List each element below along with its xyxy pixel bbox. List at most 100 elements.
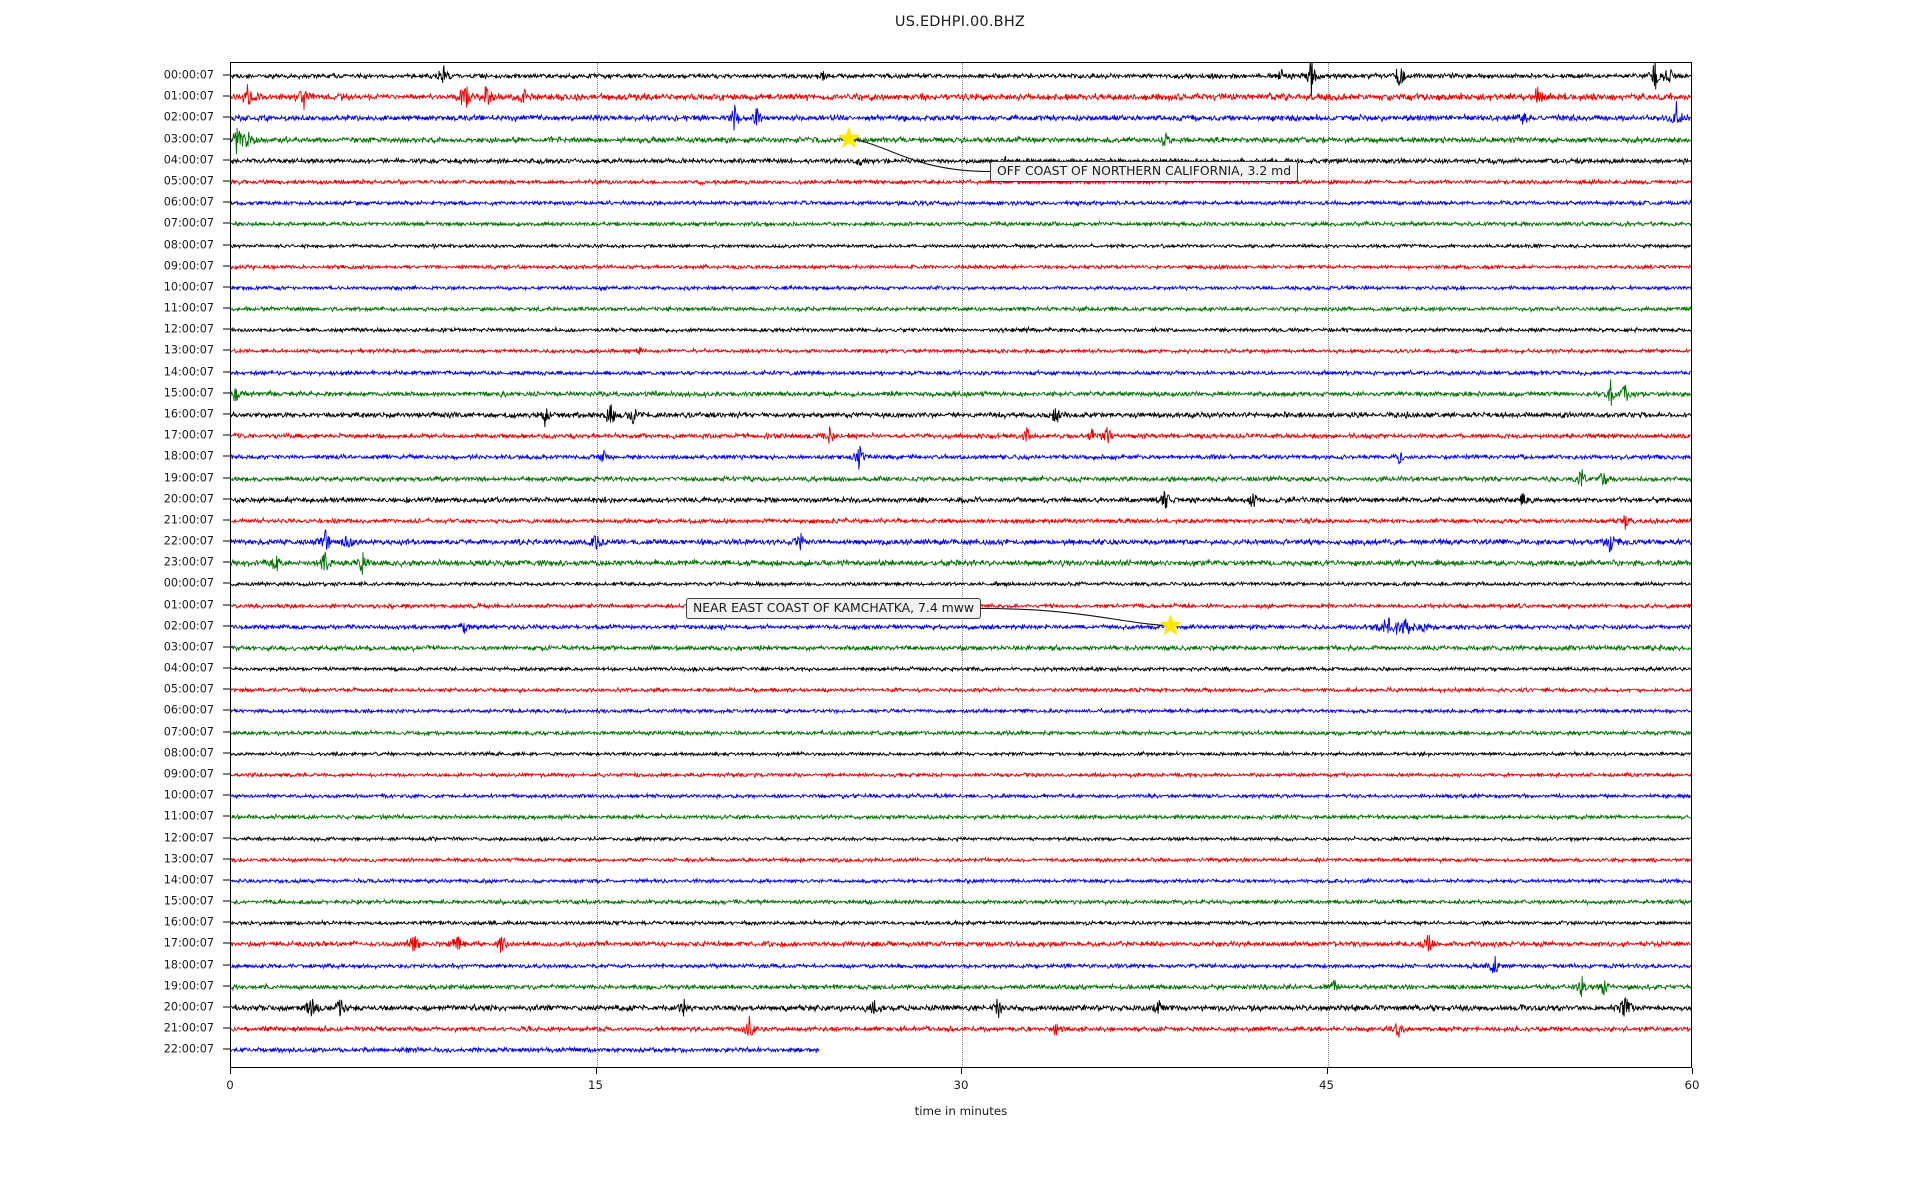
trace-row xyxy=(231,459,1691,499)
gridline-45 xyxy=(1327,63,1329,1067)
y-tick-mark xyxy=(223,540,230,542)
trace-row xyxy=(231,586,1691,626)
plot-area xyxy=(230,62,1692,1068)
y-tick-mark xyxy=(223,498,230,500)
trace-row xyxy=(231,289,1691,329)
y-tick-mark xyxy=(223,159,230,161)
trace-row xyxy=(231,416,1691,456)
y-tick-mark xyxy=(223,455,230,457)
y-tick-mark xyxy=(223,752,230,754)
y-tick-mark xyxy=(223,328,230,330)
trace-row xyxy=(231,882,1691,922)
trace-row xyxy=(231,670,1691,710)
y-tick-mark xyxy=(223,858,230,860)
y-tick-mark xyxy=(223,1027,230,1029)
trace-row xyxy=(231,840,1691,880)
x-tick-label: 0 xyxy=(226,1078,234,1092)
y-tick-label: 11:00:07 xyxy=(163,301,214,315)
trace-row xyxy=(231,120,1691,160)
y-tick-mark xyxy=(223,286,230,288)
y-tick-mark xyxy=(223,900,230,902)
trace-row xyxy=(231,776,1691,816)
trace-row xyxy=(231,141,1691,181)
trace-row xyxy=(231,1030,1691,1068)
trace-row xyxy=(231,98,1691,138)
trace-row xyxy=(231,501,1691,541)
gridline-15 xyxy=(596,63,598,1067)
y-tick-mark xyxy=(223,434,230,436)
y-tick-mark xyxy=(223,519,230,521)
y-tick-label: 19:00:07 xyxy=(163,979,214,993)
trace-row xyxy=(231,649,1691,689)
y-tick-label: 10:00:07 xyxy=(163,280,214,294)
trace-row xyxy=(231,268,1691,308)
trace-row xyxy=(231,1009,1691,1049)
y-tick-mark xyxy=(223,604,230,606)
y-tick-label: 00:00:07 xyxy=(163,576,214,590)
y-tick-label: 03:00:07 xyxy=(163,132,214,146)
y-tick-label: 08:00:07 xyxy=(163,746,214,760)
y-tick-label: 04:00:07 xyxy=(163,661,214,675)
trace-row xyxy=(231,353,1691,393)
trace-row xyxy=(231,946,1691,986)
trace-row xyxy=(231,247,1691,287)
y-tick-mark xyxy=(223,244,230,246)
y-tick-label: 20:00:07 xyxy=(163,492,214,506)
trace-row xyxy=(231,607,1691,647)
y-tick-mark xyxy=(223,180,230,182)
y-tick-label: 21:00:07 xyxy=(163,513,214,527)
x-tick-mark xyxy=(1326,1068,1328,1074)
trace-row xyxy=(231,755,1691,795)
x-axis: 0 15 30 45 60 time in minutes xyxy=(226,1068,1700,1138)
trace-row xyxy=(231,204,1691,244)
x-tick-label: 30 xyxy=(953,1078,969,1092)
trace-row xyxy=(231,543,1691,583)
y-tick-label: 18:00:07 xyxy=(163,449,214,463)
y-tick-mark xyxy=(223,709,230,711)
y-tick-label: 22:00:07 xyxy=(163,1042,214,1056)
y-tick-label: 09:00:07 xyxy=(163,259,214,273)
y-tick-label: 20:00:07 xyxy=(163,1000,214,1014)
y-tick-label: 15:00:07 xyxy=(163,386,214,400)
x-tick-label: 60 xyxy=(1684,1078,1700,1092)
y-tick-label: 16:00:07 xyxy=(163,915,214,929)
trace-row xyxy=(231,903,1691,943)
y-tick-label: 09:00:07 xyxy=(163,767,214,781)
y-tick-label: 12:00:07 xyxy=(163,831,214,845)
y-tick-label: 19:00:07 xyxy=(163,471,214,485)
gridline-30 xyxy=(962,63,963,1067)
y-tick-mark xyxy=(223,201,230,203)
y-tick-mark xyxy=(223,349,230,351)
y-tick-label: 03:00:07 xyxy=(163,640,214,654)
y-tick-label: 06:00:07 xyxy=(163,195,214,209)
y-tick-label: 13:00:07 xyxy=(163,852,214,866)
trace-row xyxy=(231,988,1691,1028)
trace-row xyxy=(231,691,1691,731)
trace-row xyxy=(231,395,1691,435)
trace-row xyxy=(231,310,1691,350)
y-tick-mark xyxy=(223,1048,230,1050)
y-tick-mark xyxy=(223,625,230,627)
trace-row xyxy=(231,374,1691,414)
y-tick-label: 06:00:07 xyxy=(163,703,214,717)
x-tick-mark xyxy=(230,1068,231,1074)
y-tick-label: 07:00:07 xyxy=(163,216,214,230)
trace-row xyxy=(231,734,1691,774)
trace-row xyxy=(231,564,1691,604)
x-tick-mark xyxy=(961,1068,962,1074)
y-tick-label: 04:00:07 xyxy=(163,153,214,167)
trace-row xyxy=(231,967,1691,1007)
trace-row xyxy=(231,713,1691,753)
y-tick-mark xyxy=(223,138,230,140)
y-axis-tick-labels: 00:00:07 01:00:07 02:00:07 03:00:07 04:00:07… xyxy=(0,62,230,1068)
x-axis-label: time in minutes xyxy=(914,1104,1008,1118)
x-tick-mark xyxy=(1692,1068,1693,1074)
trace-row xyxy=(231,162,1691,202)
y-tick-label: 02:00:07 xyxy=(163,110,214,124)
y-tick-mark xyxy=(223,477,230,479)
trace-row xyxy=(231,77,1691,117)
trace-row xyxy=(231,797,1691,837)
y-tick-label: 07:00:07 xyxy=(163,725,214,739)
trace-row xyxy=(231,924,1691,964)
y-tick-mark xyxy=(223,222,230,224)
